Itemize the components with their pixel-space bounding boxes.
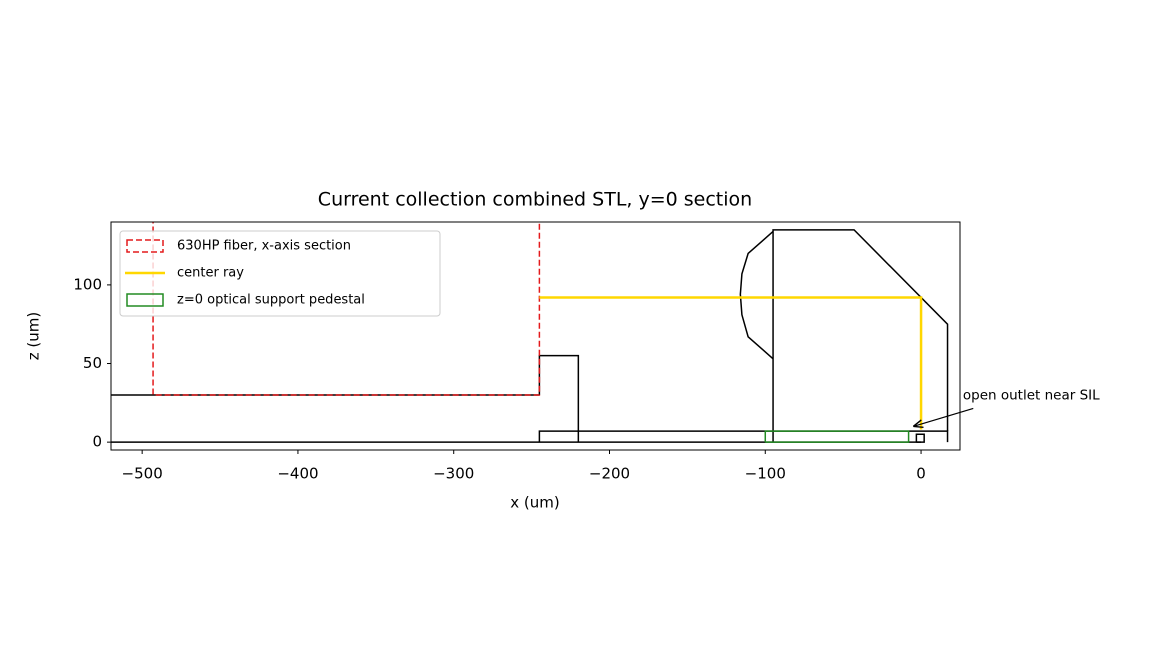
outline-line [538, 354, 580, 443]
y-tick-label: 0 [92, 433, 102, 451]
x-tick-label: 0 [916, 465, 926, 483]
outline-line [538, 430, 949, 443]
x-tick-label: −300 [433, 465, 474, 483]
annotation-text: open outlet near SIL [963, 387, 1100, 403]
legend-swatch [126, 293, 164, 307]
legend-label: center ray [177, 266, 244, 281]
legend-swatch [126, 239, 164, 253]
outline-line [772, 229, 949, 443]
axes-frame [110, 221, 961, 451]
x-tick-label: −200 [589, 465, 630, 483]
legend-label: z=0 optical support pedestal [177, 293, 365, 308]
chart-title: Current collection combined STL, y=0 sec… [318, 189, 752, 211]
plot-area [111, 222, 949, 443]
annotation-arrow [913, 407, 974, 426]
legend-box [119, 230, 441, 317]
y-tick-label: 100 [73, 275, 102, 293]
outline-patch [764, 430, 910, 443]
outline-line [915, 433, 925, 443]
outline-line [739, 230, 774, 360]
y-axis-label: z (um) [25, 312, 43, 360]
x-tick-label: −500 [122, 465, 163, 483]
x-tick-label: −400 [277, 465, 318, 483]
x-axis-label: x (um) [510, 494, 559, 512]
y-tick-label: 50 [83, 354, 102, 372]
x-tick-label: −100 [745, 465, 786, 483]
legend-label: 630HP fiber, x-axis section [177, 239, 351, 254]
outline-line [539, 296, 923, 430]
